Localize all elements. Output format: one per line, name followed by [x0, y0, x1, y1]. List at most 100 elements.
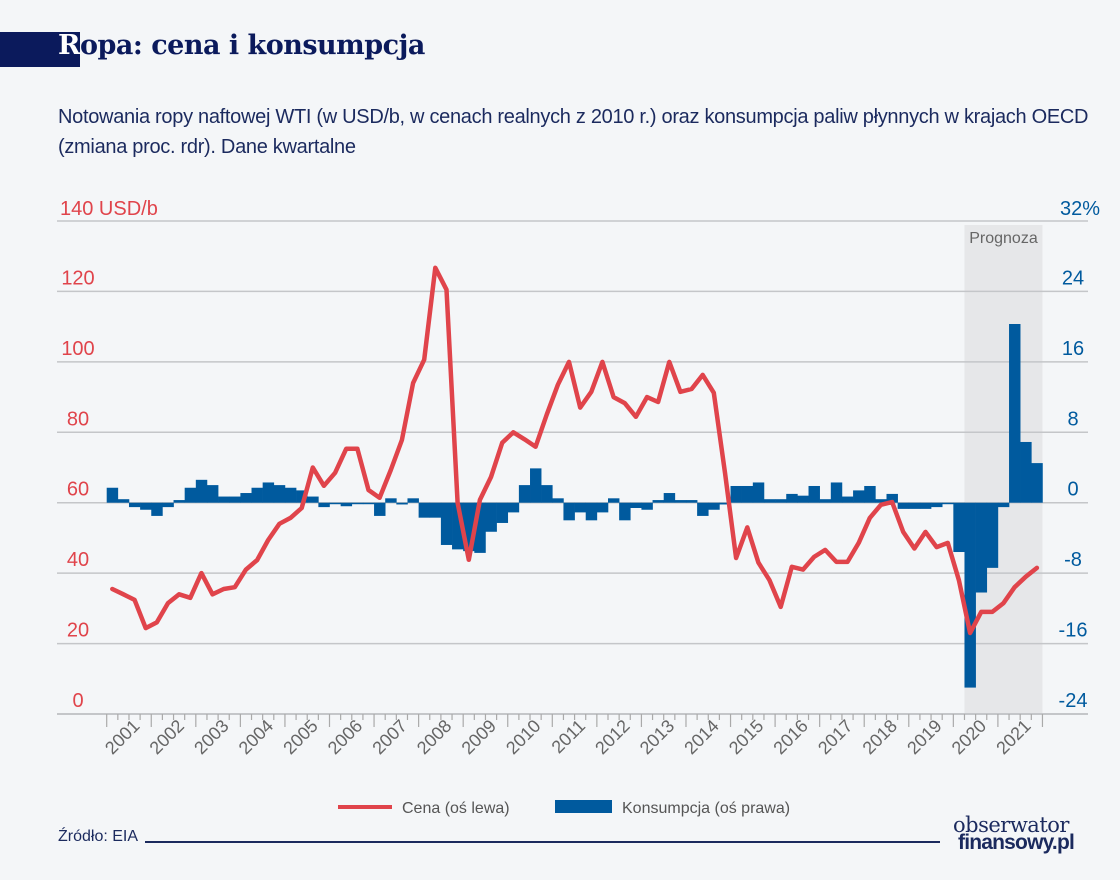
right-y-tick-label: -8 — [1064, 549, 1082, 571]
right-y-tick-label: 0 — [1067, 479, 1078, 501]
title-rest: opa: cena i konsumpcja — [79, 30, 425, 61]
consumption-bar — [530, 468, 542, 503]
left-y-tick-label: 100 — [61, 338, 94, 360]
consumption-bar — [942, 502, 954, 505]
consumption-bar — [284, 487, 297, 503]
consumption-bar — [173, 500, 185, 503]
x-tick-label: 2004 — [235, 716, 277, 758]
consumption-bar — [195, 479, 208, 503]
consumption-bar — [841, 496, 854, 503]
y-axis-labels: 0 20 40 60 80 100 120 -24 -16 -8 0 8 16 24 — [61, 267, 1087, 712]
logo-line1: obserwator — [953, 813, 1069, 837]
x-axis: 2001 2002 2003 2004 2005 2006 2007 2008 2009 2010… — [57, 713, 1088, 758]
consumption-bar — [229, 496, 241, 503]
consumption-bar — [374, 502, 386, 516]
consumption-bar — [986, 502, 999, 568]
left-y-tick-label: 20 — [67, 620, 89, 642]
consumption-bar — [407, 498, 419, 503]
consumption-bar — [975, 502, 988, 593]
consumption-bar — [619, 502, 631, 521]
consumption-bar — [808, 485, 820, 503]
x-tick-label: 2009 — [458, 716, 500, 758]
consumption-bar — [440, 502, 453, 545]
consumption-bar — [608, 498, 620, 503]
left-axis-unit-label: 140 USD/b — [60, 198, 158, 220]
chart-subtitle: Notowania ropy naftowej WTI (w USD/b, w … — [58, 106, 1089, 158]
consumption-bar — [1009, 324, 1021, 503]
right-y-tick-label: -16 — [1059, 620, 1088, 642]
consumption-bar — [151, 502, 163, 516]
consumption-bar — [385, 498, 397, 503]
x-tick-label: 2005 — [279, 716, 321, 758]
title-first-letter: R — [58, 30, 80, 61]
x-tick-label: 2013 — [636, 716, 678, 758]
consumption-bar — [206, 485, 219, 503]
x-tick-label: 2001 — [101, 716, 143, 758]
consumption-bar — [452, 502, 464, 550]
x-tick-label: 2002 — [146, 716, 188, 758]
right-y-tick-label: 8 — [1067, 408, 1078, 430]
consumption-bar — [908, 502, 921, 509]
consumption-bar — [340, 502, 353, 507]
consumption-bar — [463, 502, 475, 552]
legend-price-label: Cena (oś lewa) — [402, 800, 510, 817]
consumption-bar — [318, 502, 330, 508]
consumption-bar — [429, 502, 442, 518]
x-tick-label: 2011 — [548, 716, 590, 758]
consumption-bar — [240, 493, 252, 503]
gridlines — [57, 220, 1088, 645]
x-tick-label: 2007 — [368, 716, 410, 758]
consumption-bar — [730, 485, 742, 503]
consumption-bar — [919, 502, 932, 509]
consumption-bar — [218, 496, 230, 503]
left-y-tick-label: 40 — [67, 549, 89, 571]
consumption-bar — [574, 502, 587, 513]
consumption-bar — [418, 502, 431, 518]
consumption-bar — [1031, 463, 1043, 503]
consumption-bar — [485, 502, 497, 532]
consumption-bar — [931, 502, 943, 508]
right-y-tick-label: 24 — [1062, 267, 1084, 289]
x-tick-label: 2021 — [992, 716, 1034, 758]
consumption-bar — [362, 502, 375, 505]
consumption-bar — [697, 502, 709, 516]
source-label: Źródło: EIA — [58, 828, 139, 845]
consumption-bar — [864, 485, 876, 503]
left-y-tick-label: 0 — [72, 690, 83, 712]
consumption-bar — [997, 502, 1010, 508]
consumption-bar — [162, 502, 174, 508]
x-tick-label: 2018 — [859, 716, 901, 758]
legend-consumption-label: Konsumpcja (oś prawa) — [622, 800, 790, 817]
consumption-bar — [630, 502, 642, 508]
price-line — [110, 265, 1040, 636]
consumption-bar — [396, 502, 408, 505]
consumption-bar — [797, 495, 809, 503]
consumption-bar — [296, 490, 308, 503]
consumption-bar — [552, 498, 564, 503]
x-tick-label: 2008 — [413, 716, 455, 758]
x-tick-label: 2017 — [814, 716, 856, 758]
left-y-tick-label: 120 — [61, 267, 94, 289]
consumption-bar — [541, 485, 553, 503]
consumption-bar — [273, 485, 286, 503]
consumption-bar — [853, 490, 865, 503]
consumption-bar — [819, 499, 832, 503]
consumption-bar — [964, 502, 976, 688]
consumption-bar — [184, 487, 197, 503]
consumption-bar — [830, 482, 843, 503]
consumption-bar — [496, 502, 509, 523]
consumption-bar — [518, 485, 531, 503]
consumption-bar — [763, 499, 776, 503]
consumption-bar — [663, 493, 676, 503]
x-tick-label: 2012 — [591, 716, 633, 758]
x-tick-label: 2020 — [948, 716, 990, 758]
consumption-bar — [351, 502, 364, 505]
legend: Cena (oś lewa) Konsumpcja (oś prawa) — [338, 800, 790, 817]
x-tick-label: 2019 — [903, 716, 945, 758]
consumption-bar — [741, 485, 754, 503]
consumption-bar — [685, 500, 698, 503]
consumption-bar — [1020, 441, 1032, 503]
consumption-bar — [262, 482, 275, 503]
consumption-bar — [585, 502, 598, 521]
